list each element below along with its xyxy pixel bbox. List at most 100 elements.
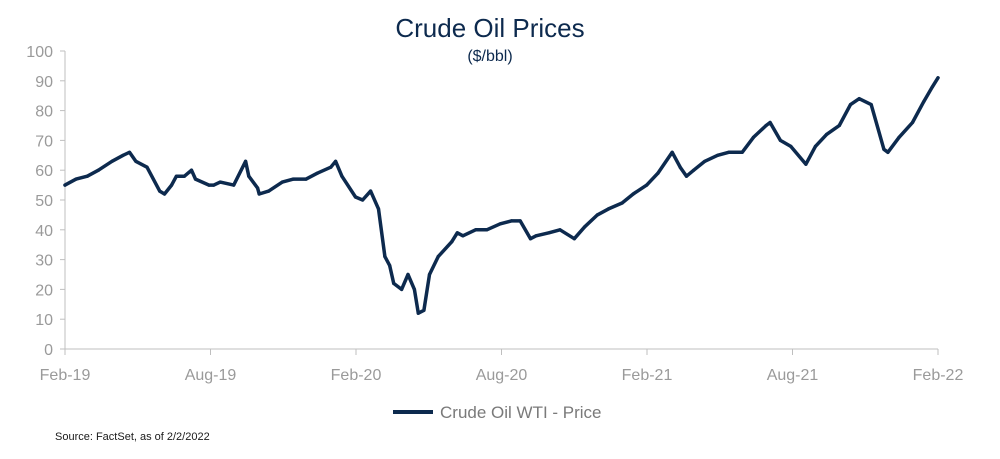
legend-label: Crude Oil WTI - Price [440, 403, 602, 422]
x-tick-label: Aug-20 [476, 367, 528, 384]
data-point [232, 183, 236, 187]
data-point [450, 240, 454, 244]
data-point [85, 174, 89, 178]
data-point [547, 231, 551, 235]
data-point [485, 228, 489, 232]
source-note: Source: FactSet, as of 2/2/2022 [55, 431, 210, 443]
data-point [692, 168, 696, 172]
data-point [257, 192, 261, 196]
data-point [427, 272, 432, 277]
y-tick-label: 50 [35, 193, 53, 210]
data-point [280, 180, 284, 184]
data-point [922, 100, 926, 104]
data-point [212, 183, 216, 187]
data-point [406, 272, 410, 277]
data-point [189, 168, 194, 172]
data-point [244, 159, 248, 163]
data-point [74, 177, 78, 181]
data-point [936, 76, 940, 80]
data-point [353, 195, 358, 199]
data-point [910, 120, 915, 125]
data-point [778, 138, 783, 142]
y-tick-label: 10 [35, 312, 53, 329]
x-tick-label: Aug-19 [185, 367, 237, 384]
data-point [218, 180, 222, 184]
data-point [620, 201, 624, 205]
data-point [848, 103, 853, 107]
y-axis: 0 10 20 30 40 50 60 70 80 90 100 [26, 44, 66, 359]
data-point [837, 123, 841, 128]
data-point [416, 311, 420, 315]
data-point [886, 150, 890, 154]
data-point [267, 189, 271, 193]
data-point [121, 153, 125, 157]
data-point [751, 135, 756, 139]
data-point [606, 207, 611, 211]
data-point [509, 219, 513, 223]
y-tick-label: 60 [35, 163, 53, 180]
data-point [825, 132, 829, 136]
data-point [400, 287, 404, 291]
data-point [412, 287, 416, 291]
data-point [256, 186, 260, 190]
y-tick-label: 80 [35, 104, 53, 121]
data-point [740, 150, 744, 154]
data-point [528, 237, 533, 241]
data-point [656, 171, 660, 175]
data-point [716, 153, 720, 157]
data-point [813, 144, 818, 148]
data-point [110, 159, 114, 163]
data-point [96, 168, 100, 172]
x-tick-label: Feb-22 [913, 367, 964, 384]
data-point [727, 150, 731, 154]
data-point [174, 174, 178, 178]
data-point [461, 234, 465, 238]
data-point [595, 213, 600, 217]
data-point [422, 308, 426, 312]
data-point [207, 183, 211, 187]
data-point [63, 183, 67, 187]
data-point [383, 255, 387, 259]
data-point [162, 192, 167, 196]
data-point [558, 228, 562, 232]
data-point [340, 174, 344, 178]
data-point [329, 165, 333, 169]
y-tick-label: 70 [35, 133, 53, 150]
data-point [455, 231, 459, 235]
data-point [369, 189, 373, 193]
data-point [193, 177, 198, 181]
data-point [869, 103, 873, 107]
data-point [247, 174, 251, 178]
data-point [182, 174, 186, 178]
data-point [572, 237, 576, 241]
data-point [498, 222, 502, 226]
series-layer [63, 76, 940, 315]
data-point [361, 198, 365, 202]
legend: Crude Oil WTI - Price [393, 403, 602, 422]
data-point [291, 177, 295, 181]
data-point [703, 159, 707, 163]
y-tick-label: 90 [35, 74, 53, 91]
data-point [670, 150, 674, 154]
data-point [897, 135, 901, 139]
data-point [768, 120, 772, 125]
data-point [436, 255, 440, 259]
data-point [789, 144, 793, 148]
y-tick-label: 40 [35, 223, 53, 240]
data-point [388, 264, 392, 268]
y-tick-label: 0 [44, 342, 53, 359]
x-axis: Feb-19 Aug-19 Feb-20 Aug-20 Feb-21 Aug-21 Feb-… [40, 348, 964, 384]
data-point [134, 159, 138, 163]
y-tick-label: 20 [35, 282, 53, 299]
data-point [684, 174, 689, 178]
data-point [631, 192, 635, 196]
data-point [334, 159, 338, 163]
data-point [678, 165, 682, 169]
data-point [145, 165, 149, 169]
data-point [170, 183, 174, 187]
data-point [645, 183, 649, 187]
x-tick-label: Aug-21 [767, 367, 819, 384]
data-point [376, 207, 381, 211]
data-point [534, 234, 538, 238]
